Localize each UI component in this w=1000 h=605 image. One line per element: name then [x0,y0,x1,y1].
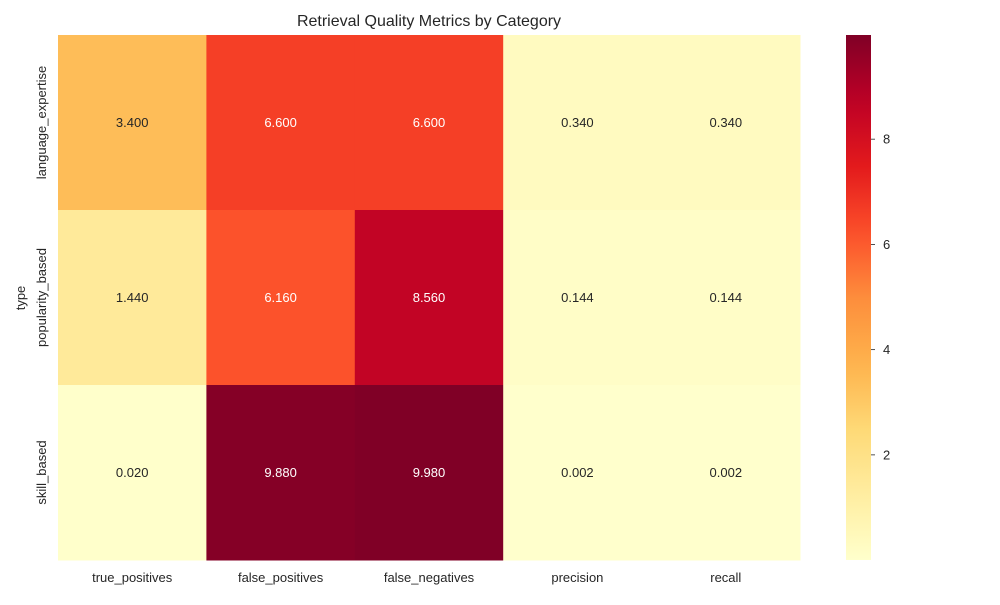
x-tick-label-recall: recall [710,570,741,585]
cell-label-language_expertise-false_negatives: 6.600 [413,115,446,130]
cell-label-language_expertise-false_positives: 6.600 [264,115,297,130]
cell-label-language_expertise-true_positives: 3.400 [116,115,149,130]
colorbar-tick-label-6: 6 [883,237,890,252]
heatmap-cell-popularity_based-precision [503,210,653,386]
heatmap-cell-skill_based-true_positives [58,385,207,561]
heatmap-cell-language_expertise-true_positives [58,35,207,211]
cell-label-skill_based-precision: 0.002 [561,465,594,480]
y-tick-label-language_expertise: language_expertise [34,66,49,179]
y-axis-label: type [13,286,28,311]
x-tick-label-false_negatives: false_negatives [384,570,475,585]
heatmap-cell-skill_based-precision [503,385,653,561]
heatmap-cell-labels: 3.400 6.600 6.600 0.340 0.340 1.440 6.160 8.560… [116,115,742,480]
cell-label-skill_based-false_negatives: 9.980 [413,465,446,480]
cell-label-popularity_based-false_negatives: 8.560 [413,290,446,305]
heatmap-cell-language_expertise-precision [503,35,653,211]
x-tick-label-false_positives: false_positives [238,570,324,585]
heatmap-cell-skill_based-recall [651,385,801,561]
colorbar-ticks: 2 4 6 8 [871,132,890,462]
heatmap-cell-popularity_based-true_positives [58,210,207,386]
heatmap-cell-language_expertise-false_negatives [354,35,504,211]
cell-label-popularity_based-true_positives: 1.440 [116,290,149,305]
colorbar: 2 4 6 8 [846,35,890,560]
cell-label-skill_based-false_positives: 9.880 [264,465,297,480]
y-tick-labels: language_expertise popularity_based skill_… [34,66,49,505]
x-tick-labels: true_positives false_positives false_negat… [92,570,741,585]
heatmap-cell-popularity_based-false_negatives [354,210,504,386]
y-tick-label-popularity_based: popularity_based [34,248,49,347]
heatmap-cell-skill_based-false_positives [206,385,356,561]
cell-label-popularity_based-precision: 0.144 [561,290,594,305]
cell-label-skill_based-true_positives: 0.020 [116,465,149,480]
x-tick-label-true_positives: true_positives [92,570,173,585]
heatmap-cell-popularity_based-recall [651,210,801,386]
heatmap-cell-language_expertise-recall [651,35,801,211]
heatmap-cell-skill_based-false_negatives [354,385,504,561]
colorbar-tick-label-8: 8 [883,132,890,147]
heatmap-cells [58,35,801,561]
heatmap-cell-language_expertise-false_positives [206,35,356,211]
cell-label-language_expertise-recall: 0.340 [710,115,743,130]
cell-label-popularity_based-false_positives: 6.160 [264,290,297,305]
cell-label-popularity_based-recall: 0.144 [710,290,743,305]
cell-label-language_expertise-precision: 0.340 [561,115,594,130]
heatmap-cell-popularity_based-false_positives [206,210,356,386]
chart-title: Retrieval Quality Metrics by Category [297,13,561,30]
x-tick-label-precision: precision [551,570,603,585]
colorbar-tick-label-4: 4 [883,342,890,357]
cell-label-skill_based-recall: 0.002 [710,465,743,480]
colorbar-gradient [846,35,871,560]
y-tick-label-skill_based: skill_based [34,440,49,504]
colorbar-tick-label-2: 2 [883,447,890,462]
